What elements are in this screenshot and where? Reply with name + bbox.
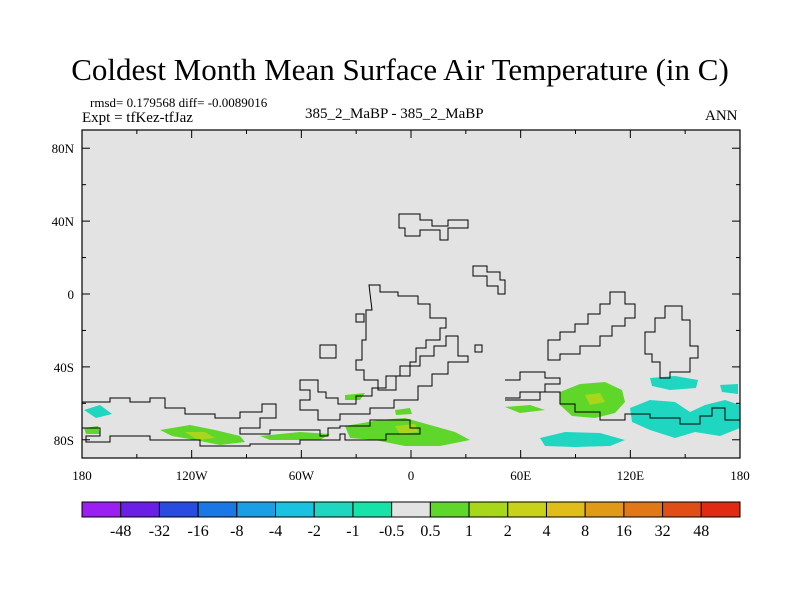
south-pacific-warm-core <box>185 432 215 440</box>
colorbar-label: -48 <box>110 523 131 540</box>
axis-ticks: 180 120W 60W 0 60E 120E 180 80N 40N 0 40S 80S <box>52 130 750 483</box>
colorbar-swatch <box>700 501 741 518</box>
colorbar-label: 48 <box>693 523 709 540</box>
x-tick-label: 180 <box>730 468 750 483</box>
south-atlantic-east-band <box>505 405 545 413</box>
west-edge-cold-patch <box>84 405 112 418</box>
antarctica-outline <box>82 397 421 447</box>
colorbar-label: -16 <box>187 523 208 540</box>
season-label: ANN <box>705 108 738 124</box>
southern-ocean-small-2 <box>395 408 412 415</box>
x-tick-label: 0 <box>408 468 415 483</box>
colorbar-swatch <box>352 501 393 518</box>
x-tick-label: 60E <box>510 468 531 483</box>
stats-label: rmsd= 0.179568 diff= -0.0089016 <box>90 95 268 110</box>
colorbar-label: 8 <box>581 523 589 540</box>
colorbar-label: -0.5 <box>379 523 404 540</box>
x-tick-label: 60W <box>289 468 315 483</box>
y-tick-label: 40S <box>54 360 74 375</box>
chart-title: Coldest Month Mean Surface Air Temperatu… <box>71 52 729 87</box>
colorbar-swatch <box>391 501 431 518</box>
colorbar-swatch <box>545 501 586 518</box>
colorbar-label: -4 <box>269 523 282 540</box>
indian-ocean-cold-south <box>540 432 625 447</box>
colorbar-swatch <box>468 501 509 518</box>
colorbar-swatch <box>158 501 199 518</box>
colorbar-swatch <box>429 501 470 518</box>
colorbar-label: -2 <box>308 523 321 540</box>
colorbar-label: 0.5 <box>420 523 440 540</box>
plot-area <box>82 130 740 458</box>
southern-indian-warm-core <box>585 393 605 405</box>
colorbar-swatch <box>197 501 238 518</box>
colorbar-swatch <box>313 501 354 518</box>
colorbar-label: 32 <box>655 523 671 540</box>
y-tick-label: 0 <box>68 287 75 302</box>
case-label: 385_2_MaBP - 385_2_MaBP <box>305 106 484 122</box>
asia-outline <box>547 291 636 361</box>
colorbar-swatch <box>662 501 702 518</box>
colorbar-swatch <box>120 501 160 518</box>
south-atlantic-warm-core <box>395 424 418 434</box>
colorbar-label: -8 <box>230 523 243 540</box>
y-tick-label: 40N <box>52 214 75 229</box>
australia-cold-north <box>650 376 698 390</box>
africa-outline <box>355 284 447 391</box>
southern-ocean-small-1 <box>345 393 365 400</box>
colorbar-label: -32 <box>149 523 170 540</box>
colorbar-swatch <box>81 501 122 518</box>
y-tick-label: 80N <box>52 141 75 156</box>
colorbar: -48 -32 -16 -8 -4 -2 -1 -0.5 0.5 1 2 4 8 16 32 48 <box>81 501 741 540</box>
colorbar-swatch <box>275 501 315 518</box>
coastlines <box>82 213 740 447</box>
colorbar-swatch <box>584 501 625 518</box>
north-africa-europe-outline <box>398 213 469 241</box>
y-tick-label: 80S <box>54 433 74 448</box>
colorbar-label: 2 <box>504 523 512 540</box>
australia-outline <box>644 305 699 379</box>
antarctica-east-outline <box>505 391 740 425</box>
south-america-outline <box>299 335 469 421</box>
colorbar-label: -1 <box>346 523 359 540</box>
colorbar-label: 1 <box>465 523 473 540</box>
colorbar-label: 4 <box>542 523 550 540</box>
colorbar-swatch <box>623 501 664 518</box>
x-tick-label: 180 <box>72 468 92 483</box>
colorbar-swatch <box>236 501 277 518</box>
x-tick-label: 120W <box>176 468 209 483</box>
small-island-outline <box>355 313 483 353</box>
colorbar-label: 16 <box>616 523 632 540</box>
antarctic-west-band <box>260 432 330 440</box>
southern-coast-outline <box>505 371 561 399</box>
experiment-label: Expt = tfKez-tfJaz <box>82 110 193 126</box>
colorbar-swatch <box>507 501 547 518</box>
x-tick-label: 120E <box>617 468 645 483</box>
middle-east-outline <box>472 265 506 295</box>
far-east-cold-patch <box>720 384 738 394</box>
